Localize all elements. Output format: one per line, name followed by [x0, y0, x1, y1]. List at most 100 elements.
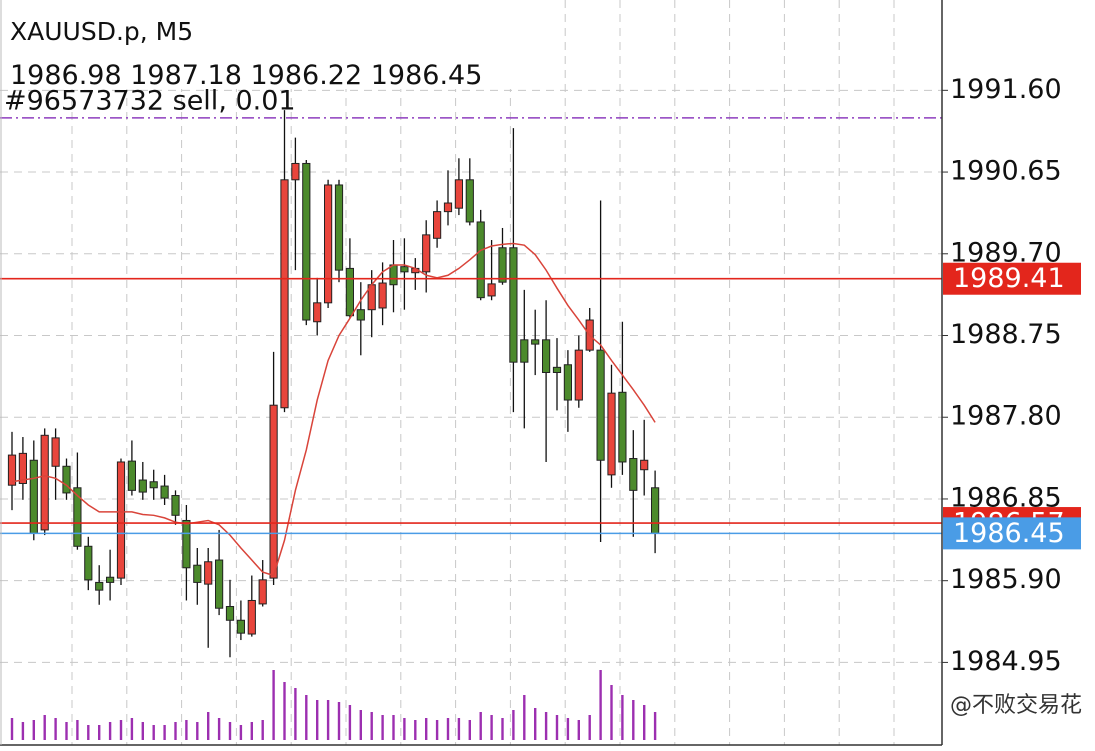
volume-bar [228, 722, 232, 740]
ohlc-readout: 1986.98 1987.18 1986.22 1986.45 [10, 60, 482, 91]
volume-bar [490, 715, 493, 740]
candle-body [258, 579, 267, 605]
volume-bar [54, 718, 57, 740]
candle-body [291, 162, 300, 181]
volume-bar [425, 718, 428, 740]
candle-body [422, 234, 431, 273]
volume-bar [10, 718, 14, 740]
volume-bar [217, 718, 221, 740]
candle-body [106, 576, 115, 583]
moving-average [11, 242, 656, 577]
price-box-label: 1989.41 [953, 263, 1065, 294]
volume-bar [348, 705, 352, 740]
volume-bar [337, 702, 341, 740]
volume-bar [196, 722, 199, 740]
candle-body [204, 561, 213, 585]
candle-body [269, 404, 278, 579]
candle-body [149, 481, 158, 489]
candle-body [509, 247, 518, 363]
candle-body [73, 487, 82, 547]
candle-body [531, 339, 540, 345]
volume-bar [305, 695, 308, 740]
volume-bar [207, 712, 210, 740]
candle-body [443, 202, 453, 213]
candle-body [334, 184, 344, 271]
volume-bar [577, 720, 580, 740]
candle-body [389, 264, 398, 286]
candle-body [433, 211, 442, 239]
candle-body [84, 545, 93, 581]
volume-bar [414, 720, 417, 740]
candle-body [552, 366, 562, 374]
volume-bar [534, 708, 537, 740]
volume-bar [32, 720, 35, 740]
volume-bar [43, 715, 46, 740]
volume-bar [294, 688, 297, 740]
volume-bar [610, 685, 613, 740]
candle-body [313, 302, 322, 323]
candle-body [498, 247, 507, 283]
volume-bar [65, 722, 68, 740]
chart-title: XAUUSD.p, M5 [10, 17, 193, 46]
open-value: 1986.98 [10, 60, 122, 91]
volume-bar [468, 720, 471, 740]
volume-bar [555, 715, 559, 740]
volume-bar [621, 695, 624, 740]
candle-body [138, 479, 147, 493]
volume-bar [119, 720, 123, 740]
price-box [943, 262, 1081, 295]
candle-body [454, 179, 463, 209]
candle-body [247, 599, 256, 635]
candle-body [62, 465, 71, 494]
candle-body [356, 309, 365, 321]
volume-bar [272, 670, 275, 740]
candle-body [618, 391, 627, 463]
volume-bar [501, 718, 504, 740]
candle-body [651, 487, 660, 534]
close-value: 1986.45 [371, 60, 483, 91]
volume-bar [512, 710, 515, 740]
candle-body [629, 458, 638, 491]
volume-bar [457, 718, 461, 740]
candle-body [345, 267, 354, 317]
candle-body [465, 179, 474, 223]
volume-bar [653, 712, 657, 740]
volume-bar [130, 718, 134, 740]
volume-bar [98, 725, 101, 740]
volume-bar [283, 682, 286, 740]
volume-bar [185, 720, 188, 740]
candle-body [95, 581, 104, 591]
volume-bar [435, 720, 439, 740]
candle-body [400, 266, 409, 273]
volume-bar [174, 722, 177, 740]
candle-body [302, 162, 311, 321]
y-tick-label: 1985.90 [950, 564, 1062, 595]
candle-body [193, 564, 202, 583]
candle-body [607, 392, 616, 476]
volume-bar [152, 725, 155, 740]
candle-body [378, 282, 387, 309]
y-tick-label: 1988.75 [950, 319, 1062, 350]
candle-body [182, 519, 191, 569]
y-tick-label: 1987.80 [950, 401, 1062, 432]
volume-bar [239, 725, 243, 740]
volume-bar [359, 710, 362, 740]
volume-bar [87, 725, 90, 740]
volume-bar [523, 695, 526, 740]
volume-bar [599, 670, 602, 740]
volume-bar [381, 715, 384, 740]
y-tick-label: 1984.95 [950, 646, 1062, 677]
candle-body [324, 184, 333, 304]
price-box [943, 517, 1081, 550]
volume-bar [479, 712, 482, 740]
candle-body [574, 349, 583, 401]
candle-body [40, 434, 49, 531]
candle-body [215, 559, 224, 609]
volume-bar [316, 700, 319, 740]
volume-bar [326, 700, 330, 740]
volume-bar [643, 705, 646, 740]
candle-body [542, 339, 551, 374]
volume-bar [632, 700, 635, 740]
